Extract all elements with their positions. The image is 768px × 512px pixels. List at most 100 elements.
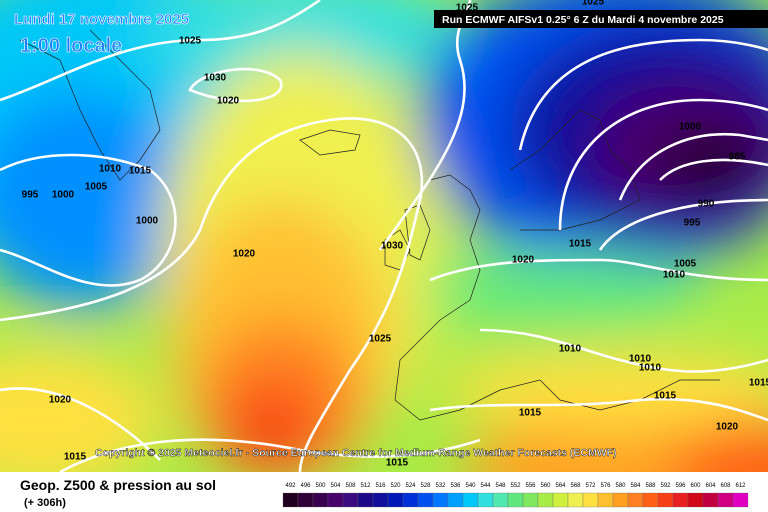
legend-label: 600 (690, 483, 701, 489)
coastline (394, 174, 720, 421)
isobar (659, 158, 768, 181)
legend-swatch (612, 492, 629, 508)
isobar-label: 1015 (519, 408, 542, 419)
legend-label: 544 (480, 483, 491, 489)
isobar-label: 1005 (674, 259, 697, 270)
legend-label: 584 (630, 483, 641, 489)
isobar-label: 1020 (49, 395, 72, 406)
isobar-label: 1010 (559, 344, 582, 355)
map-title: Geop. Z500 & pression au sol (20, 477, 216, 493)
coastline (299, 129, 361, 156)
isobar-label: 1000 (136, 216, 159, 227)
legend-swatch (507, 492, 524, 508)
legend-swatch (567, 492, 584, 508)
isobar-label: 1030 (381, 241, 404, 252)
legend-swatch (297, 492, 314, 508)
coastline (19, 29, 161, 181)
legend-label: 608 (720, 483, 731, 489)
isobar-label: 1020 (233, 249, 256, 260)
legend-label: 592 (660, 483, 671, 489)
legend-swatch (342, 492, 359, 508)
legend-label: 532 (435, 483, 446, 489)
legend-swatch (417, 492, 434, 508)
legend-label: 540 (465, 483, 476, 489)
isobar-label: 1025 (369, 334, 392, 345)
isobar (618, 132, 768, 201)
legend-swatch (687, 492, 704, 508)
legend-label: 528 (420, 483, 431, 489)
isobar-label: 1030 (204, 73, 227, 84)
legend-label: 588 (645, 483, 656, 489)
isobar (0, 387, 161, 461)
isobar-label: 1020 (716, 422, 739, 433)
isobar-label: 1010 (639, 363, 662, 374)
legend-swatch (312, 492, 329, 508)
legend-label: 504 (330, 483, 341, 489)
isobar-label: 985 (729, 152, 746, 163)
legend-label: 536 (450, 483, 461, 489)
isobar-label: 1015 (749, 378, 768, 389)
legend-label: 572 (585, 483, 596, 489)
legend-label: 520 (390, 483, 401, 489)
isobar-label: 1010 (99, 164, 122, 175)
legend-swatch (672, 492, 689, 508)
legend-label: 492 (285, 483, 296, 489)
isobar-label: 1015 (64, 452, 87, 463)
legend-label: 564 (555, 483, 566, 489)
coastline (509, 109, 641, 231)
isobar-label: 1005 (85, 182, 108, 193)
isobar (0, 0, 321, 102)
forecast-date: Lundi 17 novembre 2025 (14, 11, 189, 28)
isobar (518, 38, 768, 151)
legend-label: 576 (600, 483, 611, 489)
isobar-label: 1015 (654, 391, 677, 402)
run-banner (434, 10, 768, 28)
run-info: Run ECMWF AIFSv1 0.25° 6 Z du Mardi 4 no… (442, 14, 724, 26)
legend-swatch (372, 492, 389, 508)
isobar-label: 1015 (386, 458, 409, 469)
legend-label: 512 (360, 483, 371, 489)
isobar (0, 153, 177, 287)
legend-swatch (432, 492, 449, 508)
isobar (188, 67, 283, 103)
legend-swatch (552, 492, 569, 508)
legend-label: 612 (735, 483, 746, 489)
forecast-time: 1:00 locale (20, 35, 122, 57)
isobar (558, 98, 768, 231)
legend-swatch (522, 492, 539, 508)
legend-label: 500 (315, 483, 326, 489)
legend-swatch (477, 492, 494, 508)
legend-label: 556 (525, 483, 536, 489)
legend-swatch (357, 492, 374, 508)
isobar (598, 198, 768, 251)
legend-label: 508 (345, 483, 356, 489)
isobar-label: 1000 (52, 190, 75, 201)
legend-swatch (492, 492, 509, 508)
legend-swatch (642, 492, 659, 508)
isobar-label: 1025 (582, 0, 605, 8)
legend-swatch (597, 492, 614, 508)
isobar-label: 1025 (179, 36, 202, 47)
legend-label: 568 (570, 483, 581, 489)
legend-label: 552 (510, 483, 521, 489)
legend-swatch (462, 492, 479, 508)
isobar (429, 258, 768, 282)
legend-label: 604 (705, 483, 716, 489)
legend-swatch (447, 492, 464, 508)
legend-label: 496 (300, 483, 311, 489)
isobar (479, 328, 768, 373)
isobar-label: 1010 (663, 270, 686, 281)
legend-swatch (387, 492, 404, 508)
legend-swatch (627, 492, 644, 508)
legend-label: 560 (540, 483, 551, 489)
legend-label: 516 (375, 483, 386, 489)
isobar-label: 1000 (679, 122, 702, 133)
isobar-label: 990 (698, 199, 715, 210)
isobar-label: 995 (684, 218, 701, 229)
legend-swatch (702, 492, 719, 508)
isobar-label: 1025 (456, 3, 479, 14)
legend-swatch (402, 492, 419, 508)
lead-time: (+ 306h) (24, 497, 66, 509)
